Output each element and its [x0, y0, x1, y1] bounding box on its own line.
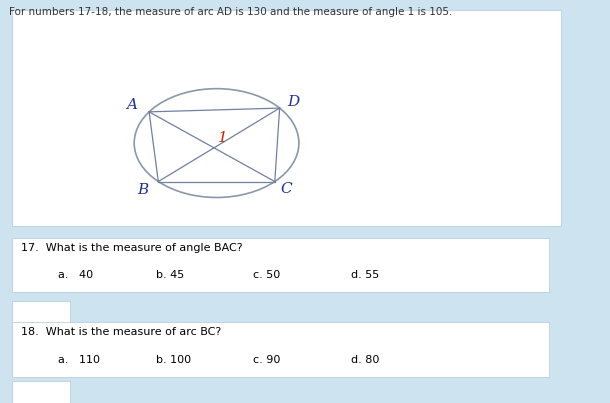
Text: D: D	[287, 96, 299, 110]
Text: a.   40: a. 40	[58, 270, 93, 280]
Text: 17.  What is the measure of angle BAC?: 17. What is the measure of angle BAC?	[21, 243, 243, 253]
FancyBboxPatch shape	[12, 381, 70, 403]
Text: 1: 1	[218, 131, 228, 145]
Text: d. 55: d. 55	[351, 270, 379, 280]
FancyBboxPatch shape	[12, 238, 549, 292]
Text: a.   110: a. 110	[58, 355, 100, 365]
Text: b. 100: b. 100	[156, 355, 191, 365]
FancyBboxPatch shape	[12, 322, 549, 377]
FancyBboxPatch shape	[12, 301, 70, 328]
Text: c. 90: c. 90	[253, 355, 281, 365]
Text: 18.  What is the measure of arc BC?: 18. What is the measure of arc BC?	[21, 327, 221, 337]
Text: B: B	[137, 183, 148, 197]
Text: C: C	[280, 182, 292, 196]
Text: d. 80: d. 80	[351, 355, 379, 365]
Text: For numbers 17-18, the measure of arc AD is 130 and the measure of angle 1 is 10: For numbers 17-18, the measure of arc AD…	[9, 7, 453, 17]
Text: c. 50: c. 50	[253, 270, 281, 280]
Text: A: A	[126, 98, 137, 112]
FancyBboxPatch shape	[12, 10, 561, 226]
Text: b. 45: b. 45	[156, 270, 184, 280]
